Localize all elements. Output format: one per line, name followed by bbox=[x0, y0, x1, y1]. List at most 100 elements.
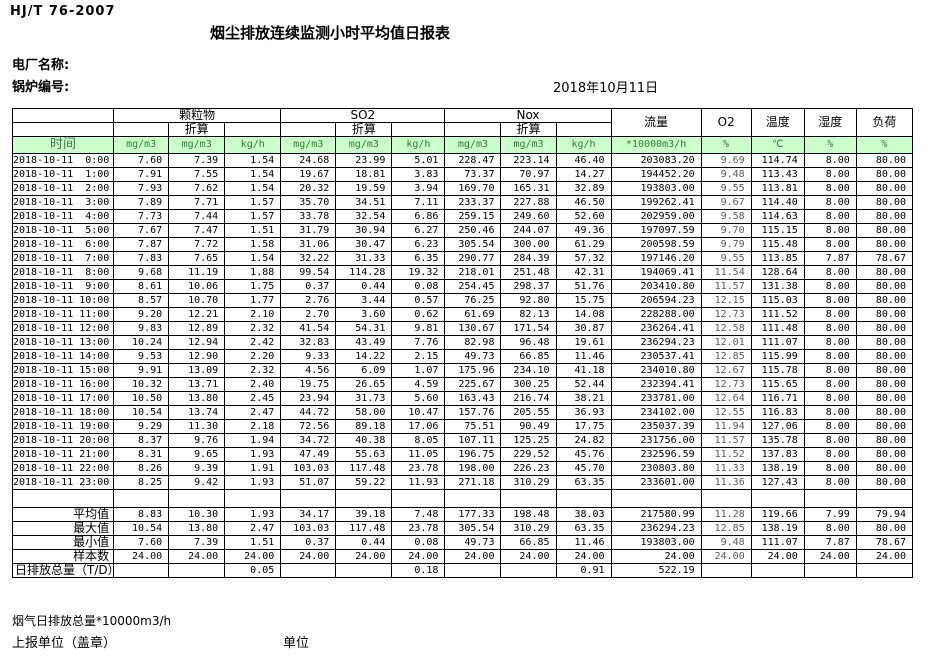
empty-cell bbox=[610, 489, 702, 508]
value-cell: 163.43 bbox=[444, 391, 502, 406]
value-cell: 99.54 bbox=[280, 265, 337, 280]
value-cell: 40.38 bbox=[335, 433, 393, 448]
time-cell: 2018-10-11 15:00 bbox=[11, 363, 115, 378]
value-cell: 11.46 bbox=[555, 535, 612, 550]
value-cell: 34.17 bbox=[280, 507, 337, 522]
value-cell: 9.69 bbox=[700, 153, 752, 168]
empty-cell bbox=[803, 489, 857, 508]
subheader-converted: 折算 bbox=[500, 122, 557, 137]
value-cell: 169.70 bbox=[444, 181, 502, 196]
empty-cell bbox=[391, 122, 446, 137]
value-cell: 1.51 bbox=[224, 223, 282, 238]
value-cell: 232596.59 bbox=[610, 447, 702, 462]
value-cell: 10.32 bbox=[113, 377, 170, 392]
value-cell: 3.60 bbox=[335, 307, 393, 322]
value-cell: 80.00 bbox=[855, 181, 914, 196]
value-cell: 13.74 bbox=[168, 405, 226, 420]
value-cell: 26.65 bbox=[335, 377, 393, 392]
value-cell: 2.42 bbox=[224, 335, 282, 350]
empty-cell bbox=[11, 122, 115, 137]
value-cell: 1.93 bbox=[224, 507, 282, 522]
value-cell: 119.66 bbox=[750, 507, 805, 522]
value-cell: 24.68 bbox=[280, 153, 337, 168]
value-cell: 0.44 bbox=[335, 535, 393, 550]
standard-code: HJ/T 76-2007 bbox=[10, 4, 116, 19]
time-cell: 2018-10-11 13:00 bbox=[11, 335, 115, 350]
value-cell: 9.55 bbox=[700, 181, 752, 196]
value-cell: 103.03 bbox=[280, 521, 337, 536]
value-cell: 8.00 bbox=[803, 419, 857, 434]
value-cell: 10.30 bbox=[168, 507, 226, 522]
empty-cell bbox=[224, 489, 282, 508]
value-cell: 194452.20 bbox=[610, 167, 702, 182]
value-cell: 31.73 bbox=[335, 391, 393, 406]
value-cell: 90.49 bbox=[500, 419, 557, 434]
value-cell: 8.00 bbox=[803, 167, 857, 182]
table-row: 2018-10-11 12:00 9.83 12.89 2.32 41.54 54.31 9… bbox=[11, 321, 914, 336]
unit-cell: mg/m3 bbox=[280, 136, 337, 154]
value-cell: 9.70 bbox=[700, 223, 752, 238]
value-cell: 128.64 bbox=[750, 265, 805, 280]
value-cell: 111.52 bbox=[750, 307, 805, 322]
value-cell: 9.58 bbox=[700, 209, 752, 224]
unit-cell: *10000m3/h bbox=[610, 136, 702, 154]
time-cell: 2018-10-11 20:00 bbox=[11, 433, 115, 448]
time-cell: 2018-10-11 7:00 bbox=[11, 251, 115, 266]
value-cell: 43.49 bbox=[335, 335, 393, 350]
value-cell: 32.83 bbox=[280, 335, 337, 350]
value-cell: 24.00 bbox=[280, 549, 337, 564]
value-cell: 24.00 bbox=[168, 549, 226, 564]
value-cell: 80.00 bbox=[855, 209, 914, 224]
value-cell: 24.00 bbox=[113, 549, 170, 564]
value-cell: 19.67 bbox=[280, 167, 337, 182]
value-cell: 13.09 bbox=[168, 363, 226, 378]
table-row: 2018-10-11 20:00 8.37 9.76 1.94 34.72 40.38 8.… bbox=[11, 433, 914, 448]
value-cell: 203083.20 bbox=[610, 153, 702, 168]
value-cell: 23.78 bbox=[391, 521, 446, 536]
empty-cell bbox=[444, 489, 502, 508]
value-cell: 75.51 bbox=[444, 419, 502, 434]
value-cell: 7.87 bbox=[803, 535, 857, 550]
value-cell: 130.67 bbox=[444, 321, 502, 336]
value-cell: 78.67 bbox=[855, 535, 914, 550]
value-cell: 80.00 bbox=[855, 363, 914, 378]
value-cell: 7.91 bbox=[113, 167, 170, 182]
table-row: 2018-10-11 0:00 7.60 7.39 1.54 24.68 23.99 5.0… bbox=[11, 153, 914, 168]
value-cell: 206594.23 bbox=[610, 293, 702, 308]
unit-cell: % bbox=[855, 136, 914, 154]
value-cell: 7.47 bbox=[168, 223, 226, 238]
report-table: 颗粒物 SO2 Nox 流量 O2 温度 湿度 负荷 折算 折算 折算 时间 m… bbox=[11, 108, 914, 578]
value-cell: 249.60 bbox=[500, 209, 557, 224]
value-cell: 32.54 bbox=[335, 209, 393, 224]
value-cell: 1.57 bbox=[224, 209, 282, 224]
value-cell: 24.00 bbox=[555, 549, 612, 564]
value-cell: 2.76 bbox=[280, 293, 337, 308]
header-sub-row: 折算 折算 折算 bbox=[11, 122, 913, 137]
value-cell: 298.37 bbox=[500, 279, 557, 294]
time-cell: 2018-10-11 16:00 bbox=[11, 377, 115, 392]
value-cell: 51.07 bbox=[280, 475, 337, 490]
value-cell: 58.00 bbox=[335, 405, 393, 420]
value-cell: 5.01 bbox=[391, 153, 446, 168]
value-cell: 9.53 bbox=[113, 349, 170, 364]
value-cell: 46.40 bbox=[555, 153, 612, 168]
value-cell: 24.00 bbox=[391, 549, 446, 564]
value-cell: 1.77 bbox=[224, 293, 282, 308]
value-cell: 236294.23 bbox=[610, 335, 702, 350]
empty-cell bbox=[113, 122, 170, 137]
value-cell: 1.93 bbox=[224, 447, 282, 462]
value-cell: 31.79 bbox=[280, 223, 337, 238]
value-cell: 11.52 bbox=[700, 447, 752, 462]
value-cell: 1.94 bbox=[224, 433, 282, 448]
value-cell: 103.03 bbox=[280, 461, 337, 476]
empty-cell bbox=[500, 489, 557, 508]
value-cell: 70.97 bbox=[500, 167, 557, 182]
corner-cell bbox=[11, 108, 115, 123]
value-cell: 0.44 bbox=[335, 279, 393, 294]
value-cell: 9.76 bbox=[168, 433, 226, 448]
value-cell: 34.51 bbox=[335, 195, 393, 210]
time-cell: 2018-10-11 5:00 bbox=[11, 223, 115, 238]
value-cell: 8.00 bbox=[803, 377, 857, 392]
value-cell: 231756.00 bbox=[610, 433, 702, 448]
value-cell: 116.71 bbox=[750, 391, 805, 406]
